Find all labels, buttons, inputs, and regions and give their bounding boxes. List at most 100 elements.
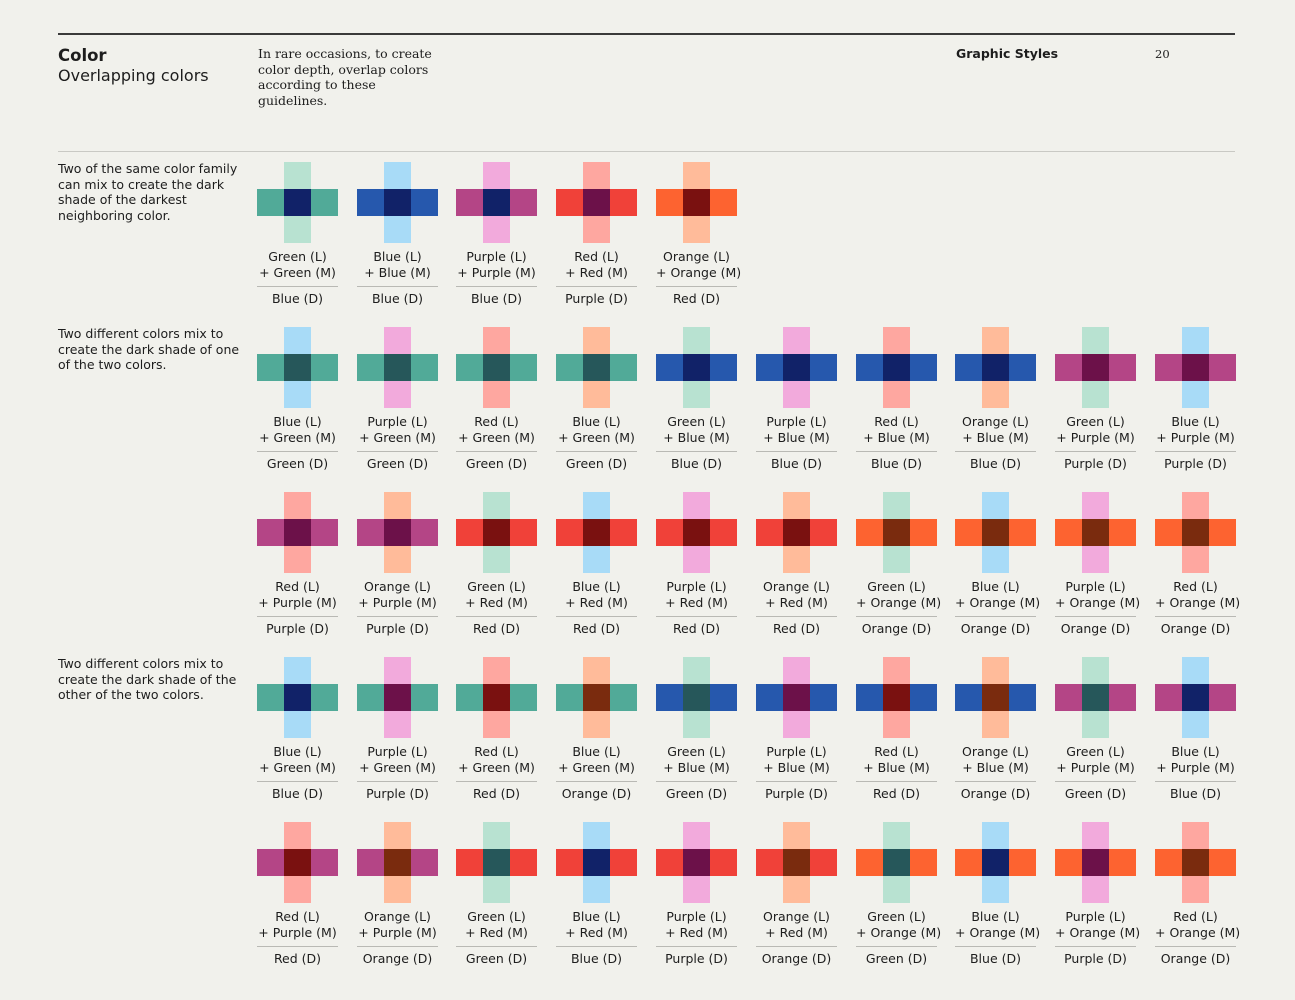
- overlap-swatch: [1155, 822, 1236, 903]
- color-combination: Red (L) + Red (M) Purple (D): [556, 162, 641, 306]
- result-color-label: Green (D): [456, 946, 537, 966]
- medium-color-label: + Purple (M): [258, 925, 337, 940]
- overlap-swatch: [357, 162, 438, 243]
- overlap-center: [384, 354, 411, 381]
- light-color-label: Orange (L): [663, 249, 730, 264]
- medium-color-label: + Blue (M): [663, 760, 730, 775]
- color-combination: Orange (L) + Red (M) Orange (D): [756, 822, 841, 966]
- overlap-swatch: [456, 327, 537, 408]
- overlap-center: [284, 684, 311, 711]
- color-combination: Blue (L) + Green (M) Green (D): [556, 327, 641, 471]
- overlap-swatch: [456, 162, 537, 243]
- result-color-label: Green (D): [656, 781, 737, 801]
- mix-labels: Blue (L) + Green (M): [257, 744, 338, 776]
- overlap-center: [384, 849, 411, 876]
- mix-labels: Purple (L) + Green (M): [357, 414, 438, 446]
- light-color-label: Blue (L): [273, 744, 322, 759]
- light-color-label: Red (L): [574, 249, 619, 264]
- medium-color-label: + Green (M): [259, 760, 336, 775]
- mix-labels: Blue (L) + Green (M): [556, 414, 637, 446]
- mix-labels: Blue (L) + Orange (M): [955, 579, 1041, 611]
- mix-labels: Red (L) + Red (M): [556, 249, 637, 281]
- medium-color-label: + Blue (M): [962, 430, 1029, 445]
- color-combination: Red (L) + Green (M) Red (D): [456, 657, 541, 801]
- mix-labels: Blue (L) + Red (M): [556, 909, 637, 941]
- medium-color-label: + Blue (M): [962, 760, 1029, 775]
- overlap-swatch: [856, 822, 937, 903]
- result-color-label: Blue (D): [656, 451, 737, 471]
- overlap-swatch: [257, 657, 338, 738]
- overlap-center: [1082, 354, 1109, 381]
- overlap-swatch: [856, 492, 937, 573]
- medium-color-label: + Red (M): [565, 265, 628, 280]
- overlap-swatch: [257, 822, 338, 903]
- result-color-label: Orange (D): [556, 781, 637, 801]
- medium-color-label: + Orange (M): [1155, 925, 1241, 940]
- overlap-center: [583, 189, 610, 216]
- color-combination: Purple (L) + Purple (M) Blue (D): [456, 162, 541, 306]
- color-combination: Purple (L) + Orange (M) Orange (D): [1055, 492, 1140, 636]
- light-color-label: Purple (L): [766, 414, 827, 429]
- medium-color-label: + Red (M): [565, 925, 628, 940]
- overlap-center: [583, 354, 610, 381]
- overlap-center: [683, 354, 710, 381]
- color-combination: Purple (L) + Blue (M) Blue (D): [756, 327, 841, 471]
- light-color-label: Blue (L): [373, 249, 422, 264]
- overlap-swatch: [856, 327, 937, 408]
- mix-labels: Green (L) + Red (M): [456, 909, 537, 941]
- medium-color-label: + Orange (M): [955, 595, 1041, 610]
- color-combination: Red (L) + Blue (M) Red (D): [856, 657, 941, 801]
- color-combination: Purple (L) + Red (M) Purple (D): [656, 822, 741, 966]
- medium-color-label: + Green (M): [558, 430, 635, 445]
- mix-labels: Purple (L) + Blue (M): [756, 414, 837, 446]
- overlap-swatch: [357, 327, 438, 408]
- mix-labels: Orange (L) + Purple (M): [357, 579, 438, 611]
- overlap-center: [982, 519, 1009, 546]
- overlap-swatch: [556, 822, 637, 903]
- color-combination: Orange (L) + Red (M) Red (D): [756, 492, 841, 636]
- overlap-swatch: [756, 327, 837, 408]
- medium-color-label: + Blue (M): [364, 265, 431, 280]
- overlap-center: [683, 684, 710, 711]
- medium-color-label: + Red (M): [765, 925, 828, 940]
- color-combination: Green (L) + Orange (M) Orange (D): [856, 492, 941, 636]
- mix-labels: Red (L) + Blue (M): [856, 414, 937, 446]
- overlap-center: [883, 354, 910, 381]
- overlap-center: [783, 849, 810, 876]
- light-color-label: Blue (L): [572, 414, 621, 429]
- overlap-swatch: [556, 657, 637, 738]
- light-color-label: Green (L): [867, 909, 926, 924]
- result-color-label: Green (D): [456, 451, 537, 471]
- medium-color-label: + Purple (M): [358, 595, 437, 610]
- mix-labels: Purple (L) + Blue (M): [756, 744, 837, 776]
- overlap-swatch: [456, 492, 537, 573]
- result-color-label: Green (D): [257, 451, 338, 471]
- result-color-label: Blue (D): [955, 451, 1036, 471]
- overlap-center: [1182, 684, 1209, 711]
- result-color-label: Blue (D): [556, 946, 637, 966]
- medium-color-label: + Red (M): [565, 595, 628, 610]
- result-color-label: Orange (D): [856, 616, 937, 636]
- result-color-label: Green (D): [856, 946, 937, 966]
- mix-labels: Red (L) + Purple (M): [257, 579, 338, 611]
- light-color-label: Green (L): [1066, 414, 1125, 429]
- mix-labels: Orange (L) + Blue (M): [955, 414, 1036, 446]
- mix-labels: Blue (L) + Purple (M): [1155, 414, 1236, 446]
- row-description: Two different colors mix to create the d…: [58, 326, 240, 372]
- light-color-label: Red (L): [874, 414, 919, 429]
- color-combination: Orange (L) + Orange (M) Red (D): [656, 162, 741, 306]
- overlap-swatch: [357, 657, 438, 738]
- color-combination: Blue (L) + Red (M) Red (D): [556, 492, 641, 636]
- medium-color-label: + Blue (M): [763, 760, 830, 775]
- overlap-center: [683, 849, 710, 876]
- overlap-swatch: [1055, 657, 1136, 738]
- light-color-label: Purple (L): [766, 744, 827, 759]
- page-number: 20: [1155, 47, 1170, 61]
- result-color-label: Orange (D): [1155, 946, 1236, 966]
- mix-labels: Blue (L) + Green (M): [556, 744, 637, 776]
- medium-color-label: + Purple (M): [1156, 760, 1235, 775]
- overlap-swatch: [756, 657, 837, 738]
- overlap-swatch: [1155, 327, 1236, 408]
- color-combination: Blue (L) + Green (M) Orange (D): [556, 657, 641, 801]
- medium-color-label: + Orange (M): [856, 925, 942, 940]
